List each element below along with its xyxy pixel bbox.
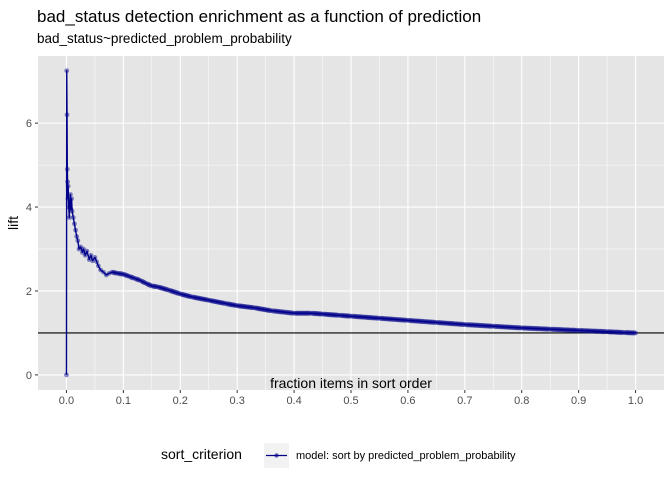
x-axis-title: fraction items in sort order (270, 375, 432, 391)
data-point (101, 269, 106, 275)
data-point (68, 192, 73, 197)
data-point (79, 249, 85, 255)
data-point (266, 307, 273, 313)
data-point (78, 244, 84, 250)
data-point (67, 200, 73, 206)
y-tick-label: 2 (26, 286, 32, 298)
x-tick-label: 0.7 (457, 395, 472, 407)
data-point (460, 321, 466, 327)
data-point (64, 68, 70, 74)
x-tick-label: 1.0 (628, 395, 643, 407)
x-tick-label: 0.0 (59, 395, 74, 407)
data-point (72, 221, 77, 227)
data-point (517, 325, 523, 331)
x-tick-label: 0.2 (173, 395, 188, 407)
data-point (64, 166, 70, 172)
data-point (76, 246, 82, 252)
y-tick-label: 4 (26, 202, 32, 214)
data-point (73, 227, 78, 233)
data-point (619, 329, 625, 336)
y-tick-label: 0 (26, 370, 32, 382)
data-point (66, 215, 72, 220)
data-point (74, 234, 80, 239)
x-tick-label: 0.9 (571, 395, 586, 407)
data-point (92, 255, 98, 260)
data-point (346, 313, 352, 319)
data-point (70, 215, 76, 220)
legend-key-point (274, 453, 279, 458)
x-axis: 0.0 0.1 0.2 0.3 0.4 0.5 0.6 0.7 0.8 0.9 1.0 (59, 390, 643, 407)
data-point (86, 257, 92, 262)
data-point (335, 312, 341, 318)
x-tick-label: 0.3 (230, 395, 245, 407)
data-point (65, 183, 71, 189)
data-point (65, 196, 71, 202)
x-tick-label: 0.1 (116, 395, 131, 407)
data-point (106, 270, 112, 276)
data-point (403, 317, 409, 323)
data-point (631, 330, 637, 336)
data-point (574, 327, 580, 333)
chart-subtitle: bad_status~predicted_problem_probability (37, 31, 292, 46)
data-point (81, 246, 86, 252)
y-tick-label: 6 (26, 118, 32, 130)
data-point (90, 258, 96, 264)
data-point (68, 206, 74, 212)
data-point (75, 238, 81, 244)
data-point (95, 263, 101, 269)
legend-label: model: sort by predicted_problem_probabi… (296, 450, 516, 462)
x-tick-label: 0.4 (286, 395, 301, 407)
legend: sort_criterion model: sort by predicted_… (161, 443, 516, 468)
data-point (289, 310, 295, 316)
data-point (103, 272, 109, 278)
data-point (84, 248, 90, 254)
data-point (64, 372, 69, 378)
data-point (374, 315, 381, 321)
data-point (318, 311, 324, 317)
data-point (633, 330, 638, 336)
y-axis-title: lift (5, 216, 21, 230)
data-point (306, 310, 312, 316)
data-point (88, 252, 94, 258)
data-point (94, 259, 100, 265)
data-point (65, 179, 70, 185)
data-point (545, 326, 551, 332)
x-tick-label: 0.8 (514, 395, 529, 407)
x-tick-label: 0.6 (400, 395, 415, 407)
y-axis: 0 2 4 6 (26, 118, 38, 382)
data-point (431, 319, 437, 325)
data-point (602, 328, 608, 335)
legend-title: sort_criterion (161, 446, 242, 462)
data-point (69, 208, 75, 214)
data-point (488, 323, 494, 329)
data-point (249, 304, 255, 311)
data-point (64, 112, 70, 118)
series-layer (64, 68, 638, 378)
data-point (98, 267, 103, 273)
data-point (66, 204, 72, 210)
data-point (69, 196, 74, 202)
x-tick-label: 0.5 (343, 395, 358, 407)
data-point (82, 252, 88, 258)
chart-title: bad_status detection enrichment as a fun… (37, 7, 481, 26)
